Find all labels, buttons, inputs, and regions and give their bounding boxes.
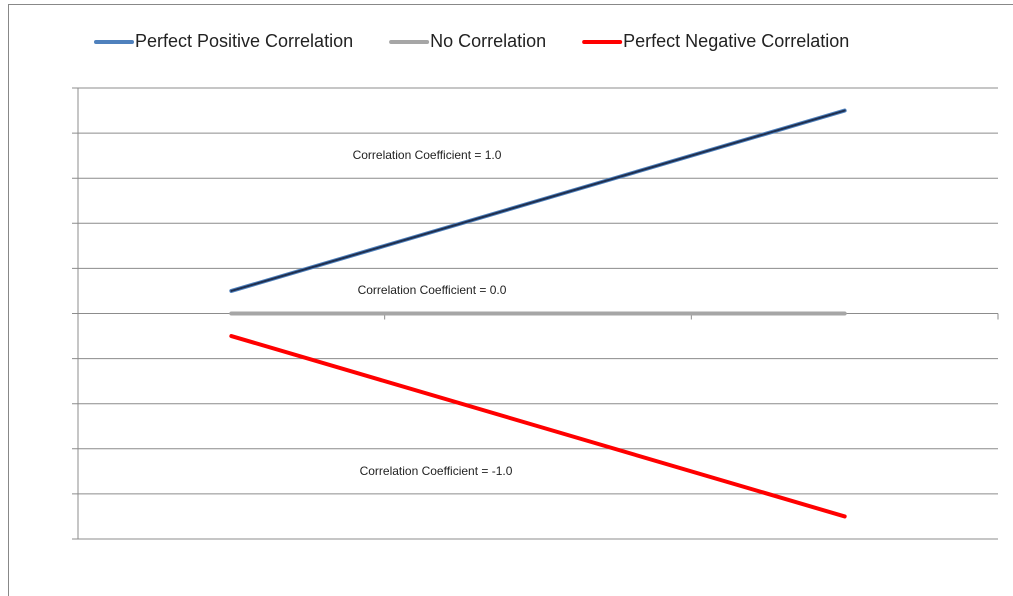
legend-label: No Correlation [430, 31, 546, 51]
series-line [230, 109, 846, 292]
annotation: Correlation Coefficient = 1.0 [353, 148, 502, 162]
legend-label: Perfect Negative Correlation [623, 31, 849, 51]
annotation: Correlation Coefficient = 0.0 [358, 283, 507, 297]
annotation: Correlation Coefficient = -1.0 [360, 464, 513, 478]
series-line [229, 334, 847, 519]
legend-label: Perfect Positive Correlation [135, 31, 353, 51]
chart-border [8, 4, 1013, 596]
